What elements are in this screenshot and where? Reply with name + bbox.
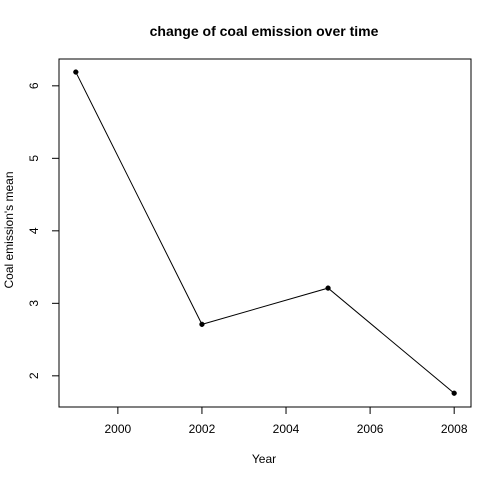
data-point (325, 285, 331, 291)
series-line (75, 71, 455, 394)
y-axis: 2 3 4 5 6 (27, 82, 60, 379)
x-tick-label: 2000 (105, 422, 132, 436)
x-tick-label: 2004 (273, 422, 300, 436)
y-tick-label: 5 (27, 155, 41, 162)
y-tick-label: 4 (27, 227, 41, 234)
plot-frame (58, 58, 472, 408)
data-point (73, 69, 79, 75)
x-tick-label: 2008 (441, 422, 468, 436)
series-line-group (73, 69, 457, 396)
y-axis-label: Coal emission's mean (2, 171, 16, 288)
data-point (451, 390, 457, 396)
y-tick-label: 6 (27, 82, 41, 89)
y-tick-label: 3 (27, 300, 41, 307)
x-tick-label: 2006 (357, 422, 384, 436)
chart-title: change of coal emission over time (150, 23, 379, 39)
data-point (199, 321, 205, 328)
y-tick-label: 2 (27, 372, 41, 379)
x-axis: 2000 2002 2004 2006 2008 (105, 406, 468, 436)
x-axis-label: Year (252, 452, 276, 466)
x-tick-label: 2002 (189, 422, 216, 436)
